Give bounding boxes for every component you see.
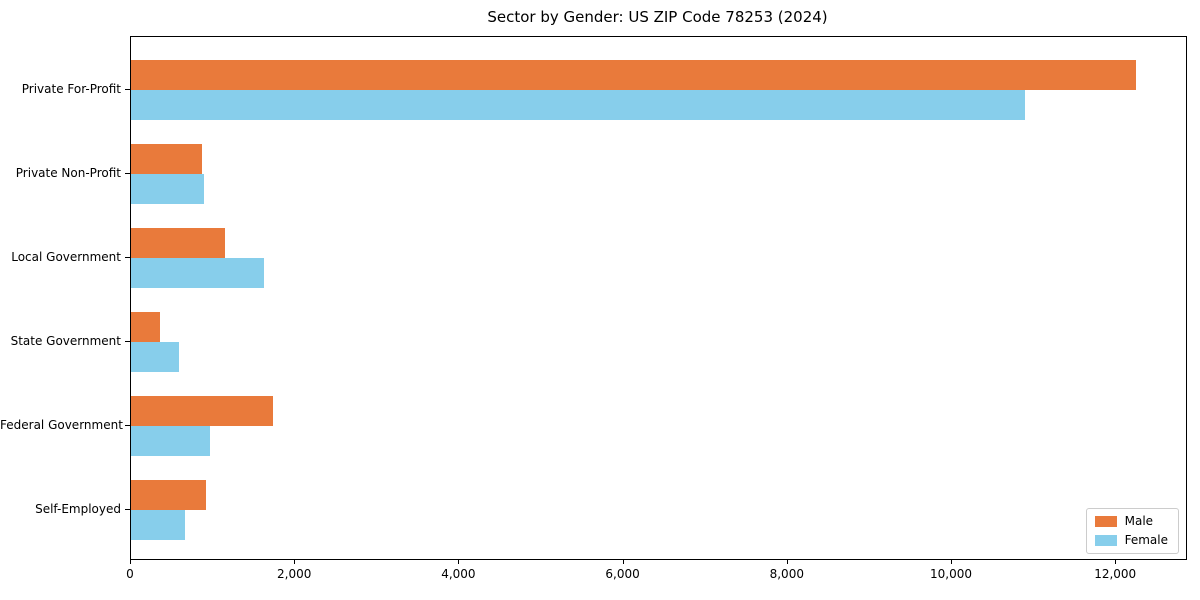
y-tick-mark [125,341,130,342]
plot-area: Male Female [130,36,1187,560]
x-tick-label: 12,000 [1094,567,1137,581]
bar-male [131,60,1136,90]
x-tick-mark [1115,559,1117,564]
y-tick-label: Federal Government [0,418,123,432]
chart-title: Sector by Gender: US ZIP Code 78253 (202… [487,8,828,26]
bar-female [131,90,1026,120]
x-tick-mark [130,559,131,564]
y-tick-mark [125,173,130,174]
y-tick-label: Private Non-Profit [15,166,121,180]
bar-male [131,144,203,174]
x-tick-label: 10,000 [930,567,972,581]
legend-entry-male: Male [1094,514,1168,528]
bar-female [131,426,210,456]
bar-female [131,510,186,540]
x-tick-mark [951,559,952,564]
legend-swatch-male [1094,516,1117,527]
x-tick-mark [786,559,788,564]
bar-female [131,342,180,372]
bar-male [131,480,206,510]
y-tick-label: Self-Employed [35,502,121,516]
bar-female [131,174,205,204]
y-tick-mark [125,509,130,510]
x-tick-mark [294,559,296,564]
legend-label-female: Female [1124,533,1168,547]
x-tick-label: 2,000 [277,567,312,581]
bar-female [131,258,264,288]
x-tick-mark [458,559,460,564]
x-tick-mark [622,559,624,564]
x-tick-label: 8,000 [769,567,804,581]
x-tick-label: 0 [126,567,134,581]
x-tick-label: 6,000 [605,567,640,581]
bar-male [131,228,225,258]
bar-male [131,396,274,426]
y-tick-label: State Government [10,334,121,348]
legend-label-male: Male [1124,514,1154,528]
y-tick-mark [125,257,130,258]
legend-entry-female: Female [1094,533,1168,547]
legend-swatch-female [1094,535,1117,546]
y-tick-mark [125,89,130,90]
y-tick-label: Private For-Profit [21,82,121,96]
legend: Male Female [1085,508,1179,554]
y-tick-label: Local Government [11,250,121,264]
bar-male [131,312,160,342]
y-tick-mark [125,425,130,426]
x-tick-label: 4,000 [441,567,476,581]
